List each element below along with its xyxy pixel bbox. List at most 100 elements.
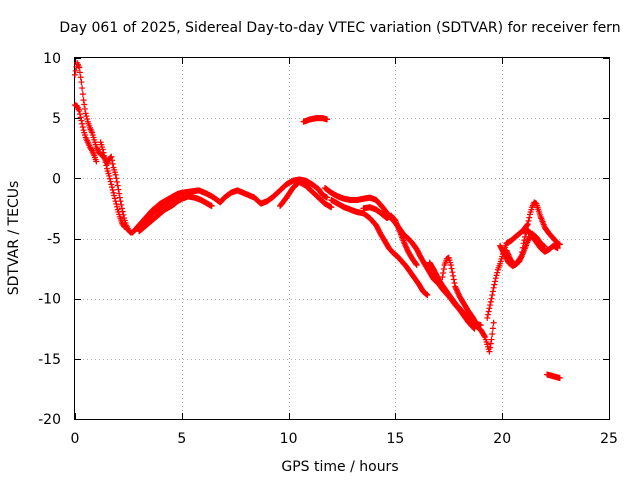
data-point — [486, 348, 493, 355]
data-point — [492, 278, 499, 285]
data-point — [101, 152, 108, 159]
data-point — [402, 243, 409, 250]
data-point — [447, 261, 454, 268]
data-point — [81, 105, 88, 112]
data-point — [413, 261, 420, 268]
data-point — [123, 224, 130, 231]
data-point — [487, 344, 494, 351]
data-point — [111, 195, 118, 202]
series-track-e — [138, 195, 183, 229]
data-point — [79, 120, 86, 127]
data-point — [77, 74, 84, 81]
data-point — [486, 305, 493, 312]
data-point — [116, 190, 123, 197]
grid — [75, 58, 609, 419]
series-track-o — [503, 230, 548, 268]
y-tick-label: -15 — [38, 352, 61, 368]
data-point — [451, 280, 458, 287]
data-point — [81, 101, 88, 108]
x-tick-label: 10 — [280, 431, 298, 447]
data-point — [518, 254, 525, 261]
data-point — [487, 302, 494, 309]
data-point — [526, 214, 533, 221]
data-point — [493, 272, 500, 279]
data-point — [103, 162, 110, 169]
y-tick-label: 10 — [43, 51, 61, 67]
data-point — [328, 204, 335, 211]
data-point — [505, 253, 512, 260]
data-point — [324, 116, 331, 123]
data-point — [516, 256, 523, 263]
data-point — [455, 290, 462, 297]
data-point — [106, 172, 113, 179]
data-point — [82, 110, 89, 117]
series-track-l — [426, 259, 497, 355]
data-point — [494, 269, 501, 276]
data-point — [108, 153, 115, 160]
data-point — [454, 289, 461, 296]
data-point — [114, 203, 121, 210]
data-point — [400, 239, 407, 246]
data-point — [110, 189, 117, 196]
data-point — [503, 247, 510, 254]
series-track-c — [97, 139, 130, 231]
data-point — [525, 217, 532, 224]
data-point — [440, 269, 447, 276]
series-track-f — [277, 178, 335, 211]
plot-frame — [74, 57, 610, 420]
data-point — [556, 241, 563, 248]
series-track-j — [360, 204, 420, 268]
data-point — [556, 375, 563, 382]
data-point — [440, 265, 447, 272]
data-point — [489, 292, 496, 299]
data-point — [490, 284, 497, 291]
data-point — [521, 233, 528, 240]
data-point — [401, 240, 408, 247]
data-point — [481, 333, 488, 340]
data-point — [524, 221, 531, 228]
data-point — [453, 286, 460, 293]
axis-ticks — [75, 58, 610, 420]
data-point — [76, 111, 83, 118]
data-point — [449, 269, 456, 276]
data-point — [113, 175, 120, 182]
data-point — [109, 184, 116, 191]
data-point — [80, 97, 87, 104]
data-point — [403, 244, 410, 251]
data-point — [114, 182, 121, 189]
data-point — [518, 252, 525, 259]
series-track-m — [484, 199, 563, 321]
data-point — [324, 194, 331, 201]
x-tick-label: 5 — [177, 431, 186, 447]
data-point — [448, 265, 455, 272]
data-point — [72, 71, 78, 78]
x-tick-label: 20 — [493, 431, 511, 447]
data-point — [118, 201, 125, 208]
data-point — [176, 195, 183, 202]
series-track-b — [72, 101, 100, 165]
data-point — [487, 340, 494, 347]
y-tick-label: -20 — [38, 412, 61, 428]
data-point — [516, 258, 523, 265]
chart-title: Day 061 of 2025, Sidereal Day-to-day VTE… — [59, 20, 620, 36]
data-point — [76, 69, 83, 76]
x-tick-labels: 0 5 10 15 20 25 — [71, 431, 618, 447]
data-point — [504, 250, 511, 257]
data-point — [106, 175, 113, 182]
data-point — [84, 115, 91, 122]
data-point — [78, 79, 85, 86]
data-point — [484, 314, 491, 321]
data-point — [76, 64, 83, 71]
y-tick-labels: -20 -15 -10 -5 0 5 10 — [38, 51, 61, 428]
data-point — [450, 276, 457, 283]
data-point — [118, 205, 125, 212]
y-tick-label: 0 — [52, 171, 61, 187]
data-point — [413, 261, 420, 268]
data-point — [112, 171, 119, 178]
series-track-p — [544, 371, 563, 382]
data-point — [76, 107, 83, 114]
series-track-g — [300, 115, 331, 125]
data-point — [107, 178, 114, 185]
series-track-i — [328, 196, 431, 299]
